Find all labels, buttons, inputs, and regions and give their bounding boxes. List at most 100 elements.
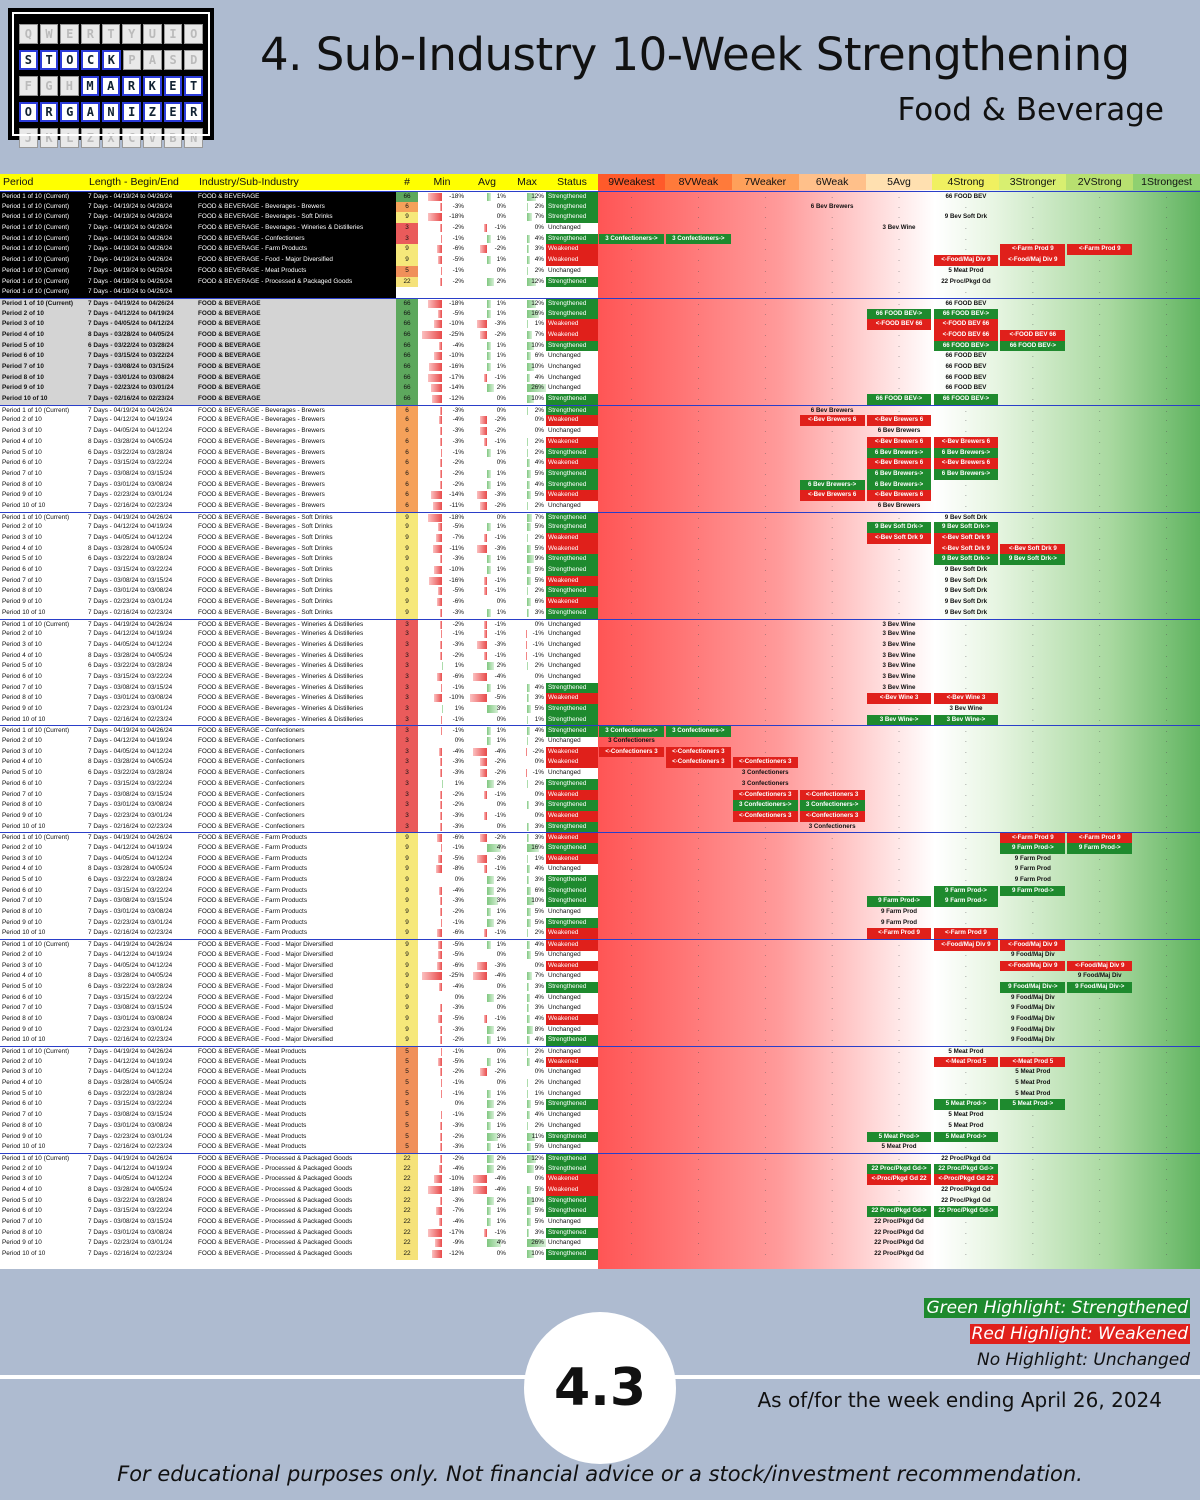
value-text: -10% xyxy=(449,1175,464,1183)
negative-bar xyxy=(476,320,487,329)
avg-cell: -1% xyxy=(466,811,508,822)
bucket-dot: . xyxy=(764,363,767,370)
value-text: 10% xyxy=(531,1196,544,1204)
bucket-dot: . xyxy=(1165,480,1168,488)
bucket-dot: . xyxy=(965,993,967,1001)
bucket-dot: . xyxy=(1031,299,1034,307)
avg-cell: 1% xyxy=(466,448,508,459)
bucket-dot: . xyxy=(965,876,967,883)
bucket-dot: . xyxy=(1031,993,1034,1001)
max-cell: 0% xyxy=(508,1174,546,1185)
min-cell: -1% xyxy=(418,918,466,929)
bucket-dot: . xyxy=(1098,363,1101,370)
positive-bar xyxy=(487,256,491,265)
value-text: 1% xyxy=(496,683,506,691)
max-cell: 4% xyxy=(508,1057,546,1068)
bucket-dot: . xyxy=(630,918,633,926)
bucket-dot: . xyxy=(630,373,633,381)
value-text: 5% xyxy=(534,918,544,926)
logo-letter: F xyxy=(19,76,38,96)
length-cell: 7 Days - 03/01/24 to 03/08/24 xyxy=(88,480,173,488)
industry-cell: FOOD & BEVERAGE - Meat Products xyxy=(198,1121,307,1129)
bucket-dot: . xyxy=(764,651,767,659)
status-cell: Weakened xyxy=(546,244,598,256)
value-text: 1% xyxy=(496,608,506,616)
count-cell: 5 xyxy=(396,265,418,277)
count-cell xyxy=(396,287,418,298)
negative-bar xyxy=(437,961,442,970)
negative-bar xyxy=(526,630,527,639)
value-text: -3% xyxy=(452,1121,464,1129)
count-cell: 22 xyxy=(396,1153,418,1165)
bucket-label: <-Bev Brewers 6 xyxy=(866,458,932,469)
max-cell: 0% xyxy=(508,757,546,768)
bucket-label: 22 Proc/Pkgd Gd-> xyxy=(866,1206,932,1217)
positive-bar xyxy=(487,1132,498,1141)
bucket-dot: . xyxy=(898,352,900,360)
value-text: 0% xyxy=(496,715,506,723)
bucket-dot: . xyxy=(1031,534,1034,541)
bucket-label: 6 Bev Brewers xyxy=(877,427,921,435)
bucket-label: 3 Confectioners-> xyxy=(599,726,664,738)
bucket-dot: . xyxy=(965,1143,967,1151)
bucket-dot: . xyxy=(764,769,767,777)
bucket-dot: . xyxy=(898,384,900,392)
status-cell: Strengthened xyxy=(546,447,598,459)
bucket-dot: . xyxy=(1098,555,1101,563)
bucket-dot: . xyxy=(1165,886,1168,894)
bucket-dot: . xyxy=(965,1239,967,1247)
bucket-label: <-Farm Prod 9 xyxy=(1067,244,1133,256)
count-cell: 66 xyxy=(396,394,418,405)
bucket-dot: . xyxy=(1165,1185,1168,1193)
bucket-label: 9 Food/Maj Div xyxy=(1011,1004,1055,1012)
length-cell: 8 Days - 03/28/24 to 04/05/24 xyxy=(86,329,196,341)
negative-bar xyxy=(440,908,442,917)
avg-cell: -1% xyxy=(466,533,508,544)
period-cell: Period 3 of 10 xyxy=(2,1068,42,1076)
period-cell: Period 8 of 10 xyxy=(2,1228,42,1236)
avg-cell: 1% xyxy=(466,736,508,747)
avg-cell: 1% xyxy=(466,608,508,619)
value-text: 1% xyxy=(454,705,464,712)
value-text: -1% xyxy=(494,1014,506,1022)
positive-bar xyxy=(527,694,530,703)
avg-cell: 1% xyxy=(466,1142,508,1153)
status-text: Unchanged xyxy=(548,662,581,670)
bucket-dot: . xyxy=(764,1036,767,1044)
bucket-dot: . xyxy=(831,1154,834,1162)
bucket-dot: . xyxy=(697,566,700,574)
page-subtitle: Food & Beverage xyxy=(897,92,1164,128)
period-cell: Period 6 of 10 xyxy=(0,351,86,362)
period-cell: Period 7 of 10 xyxy=(0,362,86,373)
status-cell: Strengthened xyxy=(546,1163,598,1175)
bucket-dot: . xyxy=(630,1196,633,1204)
bucket-dot: . xyxy=(965,416,967,424)
bucket-label: 5 Meat Prod-> xyxy=(866,1131,932,1143)
value-text: 2% xyxy=(534,1121,544,1129)
positive-bar xyxy=(487,469,491,478)
bucket-dot: . xyxy=(831,1014,834,1022)
length-cell: 7 Days - 04/19/24 to 04/26/24 xyxy=(86,265,196,277)
bucket-dot: . xyxy=(1031,854,1034,862)
period-cell: Period 10 of 10 xyxy=(2,1250,46,1258)
value-text: 1% xyxy=(496,1218,506,1225)
value-text: -5% xyxy=(452,256,464,264)
bucket-dot: . xyxy=(1031,416,1034,424)
min-cell: -4% xyxy=(418,1217,466,1228)
bucket-dot: . xyxy=(1165,1164,1168,1172)
min-cell: -3% xyxy=(418,640,466,651)
period-cell: Period 6 of 10 xyxy=(2,566,42,574)
value-text: 3% xyxy=(496,705,506,712)
count-cell: 3 xyxy=(396,629,418,640)
status-cell: Strengthened xyxy=(546,212,598,224)
bucket-dot: . xyxy=(630,1100,633,1108)
bucket-dot: . xyxy=(630,1250,633,1258)
min-cell: -18% xyxy=(418,1185,466,1196)
bucket-dot: . xyxy=(1165,876,1168,883)
length-cell: 7 Days - 04/05/24 to 04/12/24 xyxy=(88,1175,173,1183)
bucket-dot: . xyxy=(831,384,834,392)
bucket-dot: . xyxy=(764,737,767,745)
max-cell: 3% xyxy=(508,833,546,844)
